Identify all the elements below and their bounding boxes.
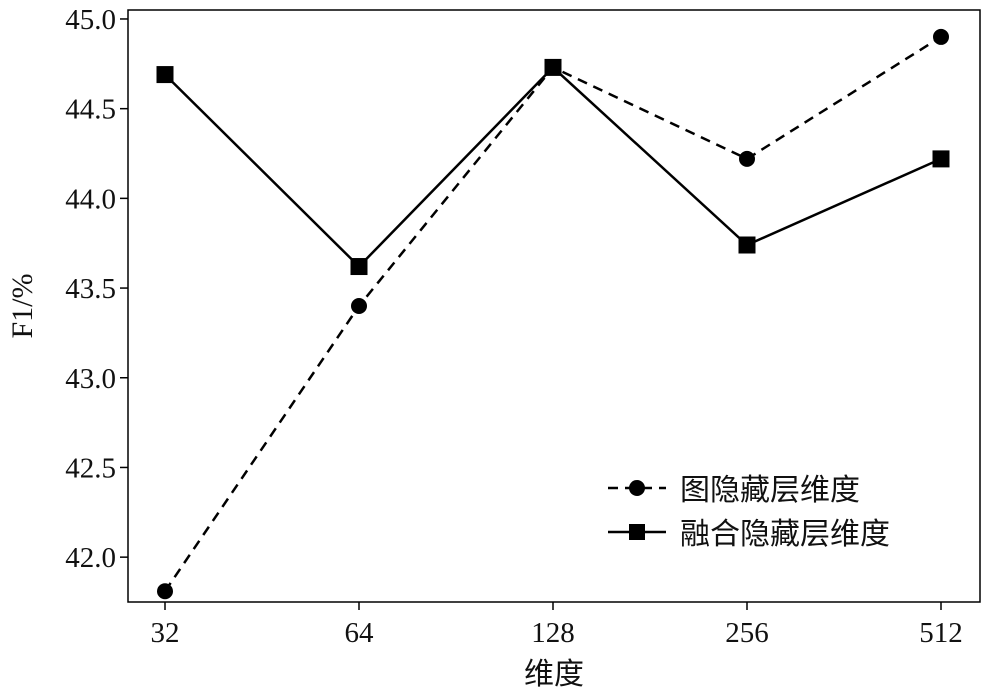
x-tick-label: 32	[151, 617, 180, 649]
series-2-point	[350, 258, 368, 276]
y-tick-label: 43.5	[65, 273, 116, 305]
series-1-point	[739, 150, 755, 167]
series-2-point	[544, 58, 562, 76]
legend-circle-marker	[629, 480, 645, 496]
y-tick-label: 42.5	[65, 452, 116, 484]
y-axis-label: F1/%	[6, 273, 39, 338]
series-1-point	[351, 298, 367, 314]
series-2-point	[738, 236, 756, 254]
x-tick-label: 256	[725, 617, 769, 649]
series-layer	[156, 28, 950, 600]
series-1-line	[163, 35, 942, 592]
series-1	[157, 28, 949, 600]
series-1-point	[933, 28, 949, 45]
x-tick-label: 64	[345, 617, 375, 649]
legend-square-marker	[629, 524, 645, 540]
y-tick-label: 44.0	[65, 183, 116, 215]
legend: 图隐藏层维度 融合隐藏层维度	[608, 473, 890, 552]
x-axis: 32 64 128 256 512	[151, 602, 963, 649]
y-tick-label: 42.0	[65, 542, 116, 574]
plot-frame	[127, 9, 981, 603]
y-tick-label: 44.5	[65, 94, 116, 126]
x-tick-label: 512	[919, 617, 963, 649]
y-tick-label: 45.0	[65, 4, 116, 36]
series-2	[156, 58, 950, 276]
legend-label-series-2: 融合隐藏层维度	[680, 517, 890, 552]
series-2-point	[932, 150, 950, 168]
legend-label-series-1: 图隐藏层维度	[680, 473, 860, 508]
y-axis: 42.0 42.5 43.0 43.5 44.0 44.5 45.0	[65, 4, 128, 574]
series-1-point	[157, 583, 173, 600]
series-2-point	[156, 66, 174, 84]
series-2-line	[164, 65, 942, 269]
y-tick-label: 43.0	[65, 363, 116, 395]
legend-item-dashed: 图隐藏层维度	[608, 473, 860, 508]
legend-item-solid: 融合隐藏层维度	[608, 517, 890, 552]
x-tick-label: 128	[531, 617, 575, 649]
x-axis-label: 维度	[524, 657, 584, 692]
